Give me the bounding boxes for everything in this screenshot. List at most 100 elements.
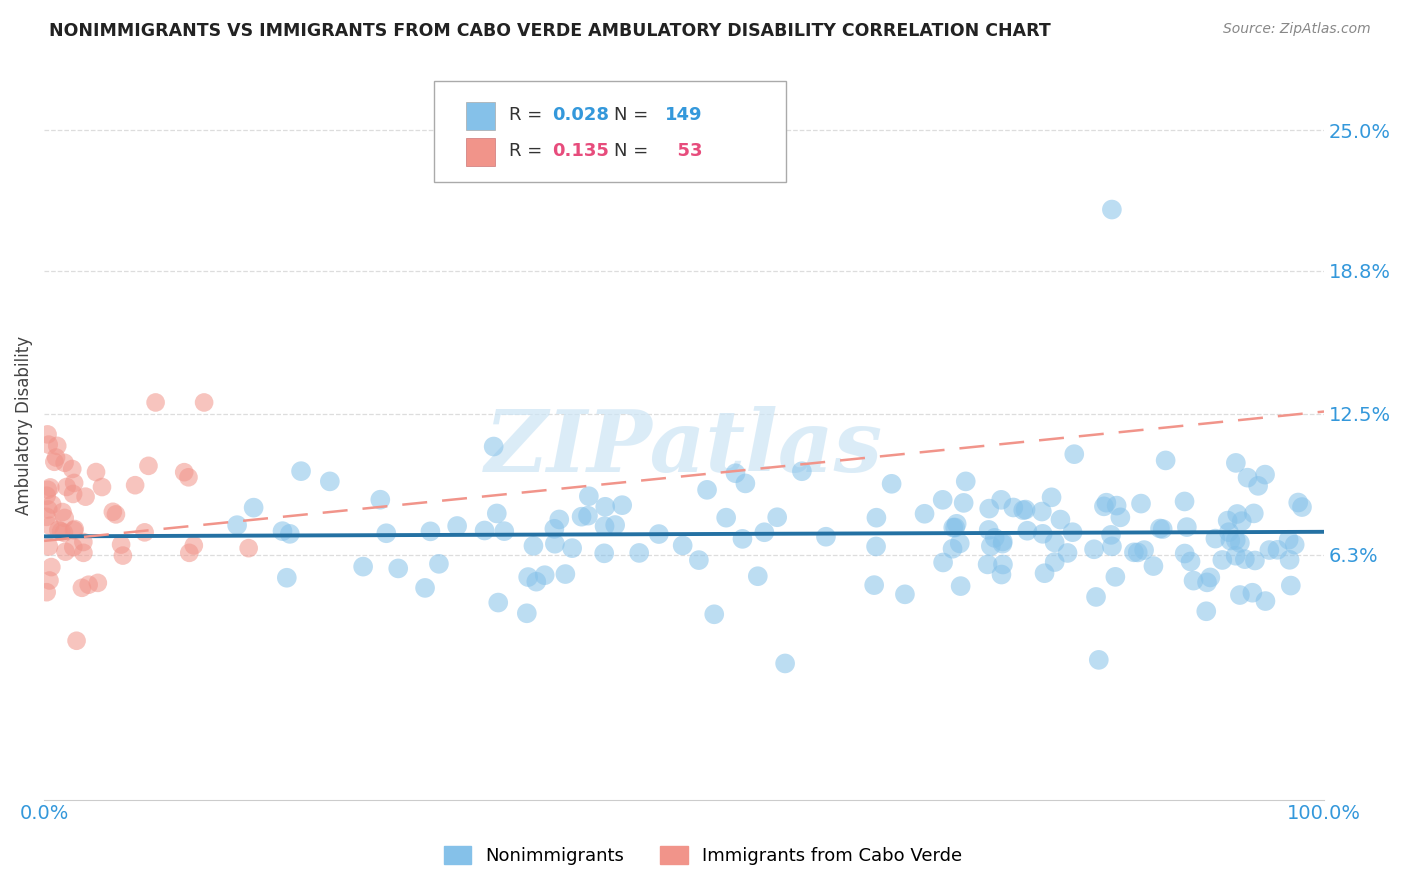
Point — [39, 518, 62, 533]
Point — [1095, 496, 1118, 510]
Point — [628, 546, 651, 560]
Point — [790, 464, 813, 478]
Point — [1092, 500, 1115, 514]
Point — [1216, 514, 1239, 528]
Point — [945, 516, 967, 531]
Point — [111, 549, 134, 563]
Text: 149: 149 — [665, 106, 703, 124]
Point — [173, 465, 195, 479]
Point — [1244, 553, 1267, 567]
Point — [63, 522, 86, 536]
Point — [533, 568, 555, 582]
Point — [1043, 535, 1066, 549]
Point — [1173, 494, 1195, 508]
Point — [1101, 202, 1123, 217]
Point — [977, 523, 1000, 537]
Point — [1219, 533, 1241, 548]
Point — [731, 532, 754, 546]
Point — [747, 569, 769, 583]
Point — [1180, 554, 1202, 568]
Point — [1211, 553, 1233, 567]
Point — [52, 525, 75, 540]
Point — [1130, 497, 1153, 511]
Point — [648, 527, 671, 541]
FancyBboxPatch shape — [467, 137, 495, 166]
Point — [734, 476, 756, 491]
Point — [688, 553, 710, 567]
Point — [1278, 553, 1301, 567]
Point — [446, 519, 468, 533]
Point — [1085, 590, 1108, 604]
Point — [578, 489, 600, 503]
Point — [1225, 456, 1247, 470]
Text: 53: 53 — [665, 142, 703, 161]
Point — [1149, 521, 1171, 535]
Point — [952, 496, 974, 510]
Point — [612, 498, 634, 512]
Point — [62, 540, 84, 554]
Point — [1254, 594, 1277, 608]
Point — [593, 546, 616, 560]
Point — [101, 505, 124, 519]
Point — [991, 558, 1014, 572]
Point — [91, 480, 114, 494]
Point — [271, 524, 294, 538]
Point — [65, 633, 87, 648]
Point — [46, 439, 69, 453]
Point — [278, 527, 301, 541]
Point — [46, 523, 69, 537]
Point — [53, 511, 76, 525]
Point — [942, 520, 965, 534]
Point — [524, 574, 547, 589]
Point — [976, 558, 998, 572]
Point — [1174, 547, 1197, 561]
Point — [375, 526, 398, 541]
Point — [991, 536, 1014, 550]
Point — [183, 539, 205, 553]
Point — [1056, 546, 1078, 560]
Point — [1243, 507, 1265, 521]
Point — [593, 500, 616, 514]
Point — [55, 544, 77, 558]
Point — [39, 480, 62, 494]
Text: ZIPatlas: ZIPatlas — [485, 406, 883, 490]
Point — [863, 578, 886, 592]
Point — [554, 567, 576, 582]
Point — [1247, 479, 1270, 493]
Point — [991, 534, 1014, 549]
Point — [494, 524, 516, 538]
Legend: Nonimmigrants, Immigrants from Cabo Verde: Nonimmigrants, Immigrants from Cabo Verd… — [434, 837, 972, 874]
Point — [949, 579, 972, 593]
Point — [77, 578, 100, 592]
Point — [1133, 543, 1156, 558]
Point — [75, 490, 97, 504]
Point — [37, 502, 59, 516]
Point — [55, 480, 77, 494]
Point — [932, 556, 955, 570]
Point — [914, 507, 936, 521]
Point — [980, 539, 1002, 553]
Point — [979, 501, 1001, 516]
Text: R =: R = — [509, 142, 548, 161]
Point — [1236, 470, 1258, 484]
Point — [482, 440, 505, 454]
Point — [87, 575, 110, 590]
Point — [571, 509, 593, 524]
Point — [1229, 536, 1251, 550]
Point — [44, 455, 66, 469]
Point — [943, 520, 966, 534]
Point — [766, 510, 789, 524]
Point — [427, 557, 450, 571]
Point — [419, 524, 441, 539]
Point — [124, 478, 146, 492]
Point — [62, 487, 84, 501]
Point — [548, 512, 571, 526]
Point — [931, 492, 953, 507]
Point — [1083, 542, 1105, 557]
Point — [576, 508, 599, 523]
Point — [1123, 545, 1146, 559]
Point — [290, 464, 312, 478]
Point — [134, 525, 156, 540]
Point — [84, 465, 107, 479]
Point — [1099, 528, 1122, 542]
